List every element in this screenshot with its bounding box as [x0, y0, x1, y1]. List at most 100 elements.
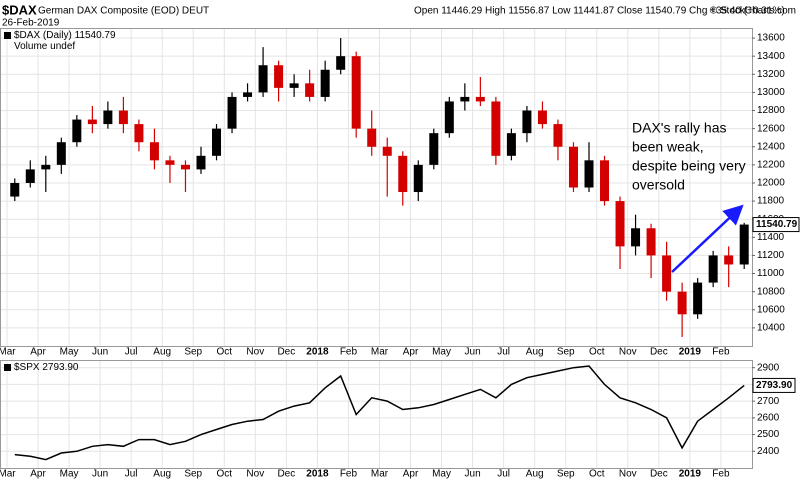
candle-body — [351, 56, 361, 129]
y-tick-label: 2500 — [757, 429, 780, 440]
x-tick-label: Feb — [712, 347, 730, 358]
x-tick-label: Sep — [557, 347, 575, 358]
x-tick-label: Apr — [403, 469, 419, 480]
candle-body — [568, 146, 578, 188]
candle-body — [320, 69, 330, 97]
x-tick-label: Aug — [526, 347, 544, 358]
candle-body — [289, 83, 299, 88]
x-tick-label: Apr — [30, 347, 46, 358]
y-tick-label: 10400 — [757, 323, 785, 334]
x-tick-label: 2018 — [306, 469, 329, 480]
candle-body — [336, 56, 346, 70]
candle-body — [118, 110, 128, 125]
y-tick-label: 2400 — [757, 446, 780, 457]
candle-body — [506, 133, 516, 156]
y-tick-label: 2600 — [757, 412, 780, 423]
candle-body — [243, 92, 253, 97]
candle-body — [103, 110, 113, 125]
y-tick-label: 2900 — [757, 362, 780, 373]
candle-body — [87, 119, 97, 125]
annotation-text: oversold — [632, 177, 685, 193]
candle-body — [631, 228, 641, 247]
candle-body — [258, 65, 268, 93]
candle-body — [212, 128, 222, 156]
candle-body — [739, 224, 749, 265]
candle-body — [491, 101, 501, 156]
candle-body — [537, 110, 547, 125]
x-tick-label: May — [60, 469, 79, 480]
symbol: $DAX — [2, 2, 37, 17]
y-tick-label: 13400 — [757, 51, 785, 62]
candle-body — [460, 96, 470, 102]
candle-body — [677, 291, 687, 315]
top-panel-frame — [0, 28, 753, 347]
legend-label: Volume undef — [14, 41, 75, 52]
x-tick-label: Oct — [216, 469, 232, 480]
x-tick-label: Jul — [125, 347, 138, 358]
x-tick-label: Jun — [465, 347, 481, 358]
candle-body — [413, 164, 423, 193]
x-tick-label: Dec — [650, 347, 668, 358]
y-tick-label: 11200 — [757, 250, 785, 261]
description: German DAX Composite (EOD) DEUT — [38, 6, 209, 17]
candle-body — [180, 164, 190, 170]
x-tick-label: 2019 — [679, 347, 702, 358]
candle-body — [693, 282, 703, 315]
candle-body — [227, 96, 237, 129]
last-value-label: 2793.90 — [756, 380, 793, 391]
candle-body — [382, 146, 392, 156]
x-tick-label: Nov — [619, 347, 637, 358]
candle-body — [444, 101, 454, 134]
x-tick-label: Feb — [712, 469, 730, 480]
candle-body — [475, 96, 485, 102]
x-tick-label: Dec — [277, 469, 295, 480]
last-value-tag — [752, 377, 796, 393]
x-tick-label: Oct — [589, 347, 605, 358]
y-tick-label: 10600 — [757, 304, 785, 315]
candle-body — [553, 124, 563, 147]
candle-body — [41, 164, 51, 170]
source: © StockCharts.com — [710, 6, 796, 17]
last-value-tag — [752, 217, 800, 233]
x-tick-label: Nov — [619, 469, 637, 480]
candle-body — [149, 142, 159, 161]
y-tick-label: 10800 — [757, 286, 785, 297]
annotation-text: been weak, — [632, 139, 704, 155]
candle-body — [274, 65, 284, 88]
x-tick-label: Apr — [403, 347, 419, 358]
candle-body — [134, 124, 144, 143]
x-tick-label: Dec — [277, 347, 295, 358]
legend-swatch — [4, 32, 11, 39]
x-tick-label: Mar — [0, 347, 16, 358]
candle-body — [165, 160, 175, 165]
candle-body — [25, 169, 35, 183]
y-tick-label: 13000 — [757, 87, 785, 98]
x-tick-label: 2018 — [306, 347, 329, 358]
candle-body — [429, 133, 439, 165]
candle-body — [724, 255, 734, 265]
candle-body — [56, 142, 66, 165]
x-tick-label: Aug — [153, 469, 171, 480]
x-tick-label: Oct — [216, 347, 232, 358]
x-tick-label: Dec — [650, 469, 668, 480]
date: 26-Feb-2019 — [2, 18, 60, 29]
x-tick-label: May — [432, 347, 451, 358]
annotation-text: DAX's rally has — [632, 120, 726, 136]
x-tick-label: Mar — [371, 469, 389, 480]
quote: Open 11446.29 High 11556.87 Low 11441.87… — [414, 6, 785, 17]
x-tick-label: Oct — [589, 469, 605, 480]
x-tick-label: Jul — [497, 469, 510, 480]
x-tick-label: Jul — [125, 469, 138, 480]
x-tick-label: Aug — [526, 469, 544, 480]
candle-body — [367, 128, 377, 147]
candle-body — [10, 182, 20, 197]
x-tick-label: Sep — [184, 469, 202, 480]
candle-body — [72, 119, 82, 143]
y-tick-label: 12600 — [757, 123, 785, 134]
candle-body — [662, 255, 672, 292]
candle-body — [398, 155, 408, 193]
y-tick-label: 12800 — [757, 105, 785, 116]
y-tick-label: 12000 — [757, 178, 785, 189]
legend-label: $SPX 2793.90 — [14, 362, 79, 373]
